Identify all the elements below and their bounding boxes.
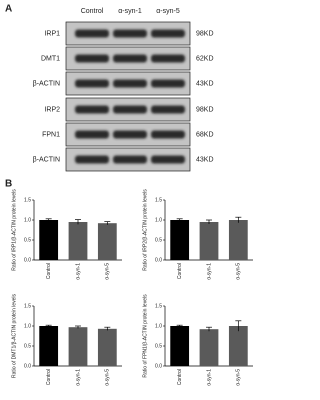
protein-label: β-ACTIN: [33, 156, 60, 163]
protein-label: DMT1: [41, 55, 60, 62]
bar: [199, 222, 219, 260]
size-label: 43KD: [196, 156, 214, 163]
error-bar: [206, 219, 212, 224]
protein-label: β-ACTIN: [33, 80, 60, 87]
blot-band: [151, 130, 185, 139]
error-bar: [75, 325, 81, 329]
blot-band: [151, 29, 185, 38]
bar: [199, 329, 219, 366]
blot-band: [151, 79, 185, 88]
y-tick-label: 0.5: [155, 237, 162, 243]
error-bar: [104, 221, 111, 225]
bar: [39, 220, 59, 260]
x-tick-label: α-syn-1: [206, 263, 212, 280]
size-label: 43KD: [196, 80, 214, 87]
x-tick-label: Control: [177, 369, 183, 385]
blot-band: [113, 155, 147, 164]
blot-band: [151, 155, 185, 164]
y-tick-label: 0.5: [155, 343, 162, 349]
error-bar: [104, 326, 111, 331]
blot-band: [151, 54, 185, 63]
bar: [170, 220, 190, 260]
panel-label: B: [5, 179, 12, 190]
error-bar: [75, 219, 81, 225]
y-tick-label: 0.5: [24, 237, 31, 243]
y-axis-label: Ratio of FPN1/β-ACTIN protein levels: [142, 294, 148, 378]
error-bar: [235, 216, 242, 223]
y-tick-label: 1.0: [24, 323, 31, 329]
bar: [228, 220, 248, 260]
blot-band: [75, 105, 109, 114]
y-tick-label: 1.5: [24, 197, 31, 203]
blot-band: [113, 105, 147, 114]
lane-label: α-syn-1: [118, 8, 142, 15]
bar: [97, 328, 117, 366]
blot-band: [113, 130, 147, 139]
blot-band: [75, 54, 109, 63]
y-tick-label: 1.5: [155, 303, 162, 309]
error-bar: [45, 218, 52, 222]
y-tick-label: 1.5: [155, 197, 162, 203]
protein-label: IRP1: [44, 30, 60, 37]
size-label: 68KD: [196, 131, 214, 138]
error-bar: [176, 218, 183, 222]
error-bar: [45, 324, 52, 327]
x-tick-label: α-syn-5: [105, 263, 111, 280]
bar: [39, 326, 59, 366]
blot-band: [113, 79, 147, 88]
y-tick-label: 1.0: [155, 217, 162, 223]
blot-band: [151, 105, 185, 114]
y-tick-label: 0.5: [24, 343, 31, 349]
blot-band: [75, 155, 109, 164]
blot-band: [75, 29, 109, 38]
x-tick-label: α-syn-5: [236, 369, 242, 386]
lane-label: α-syn-5: [156, 8, 180, 15]
y-axis-label: Ratio of IRP2/β-ACTIN protein levels: [142, 189, 148, 271]
blot-band: [75, 130, 109, 139]
size-label: 62KD: [196, 55, 214, 62]
error-bar: [235, 320, 242, 332]
y-tick-label: 0.0: [155, 257, 162, 263]
y-tick-label: 1.5: [24, 303, 31, 309]
panel-label: A: [5, 4, 12, 15]
x-tick-label: α-syn-1: [75, 369, 81, 386]
bar: [97, 223, 117, 260]
protein-label: IRP2: [44, 106, 60, 113]
y-axis-label: Ratio of DMT1/β-ACTIN protein levels: [11, 293, 17, 378]
blot-band: [113, 54, 147, 63]
blot-band: [75, 79, 109, 88]
y-tick-label: 0.0: [24, 257, 31, 263]
x-tick-label: α-syn-1: [75, 263, 81, 280]
x-tick-label: α-syn-1: [206, 369, 212, 386]
bar: [228, 326, 248, 366]
bar: [170, 326, 190, 366]
y-tick-label: 1.0: [155, 323, 162, 329]
bar: [68, 327, 88, 366]
y-tick-label: 1.0: [24, 217, 31, 223]
blot-band: [113, 29, 147, 38]
protein-label: FPN1: [42, 131, 60, 138]
x-tick-label: α-syn-5: [105, 369, 111, 386]
bar: [68, 222, 88, 260]
size-label: 98KD: [196, 30, 214, 37]
y-tick-label: 0.0: [24, 363, 31, 369]
y-tick-label: 0.0: [155, 363, 162, 369]
x-tick-label: Control: [46, 263, 52, 279]
x-tick-label: Control: [177, 263, 183, 279]
error-bar: [206, 326, 212, 332]
size-label: 98KD: [196, 106, 214, 113]
x-tick-label: α-syn-5: [236, 263, 242, 280]
y-axis-label: Ratio of IRP1/β-ACTIN protein levels: [11, 189, 17, 271]
figure: A B Control α-syn-1 α-syn-5 IRP1 98KD DMT1 62K…: [5, 4, 253, 386]
x-tick-label: Control: [46, 369, 52, 385]
lane-label: Control: [81, 8, 104, 15]
error-bar: [176, 324, 183, 327]
